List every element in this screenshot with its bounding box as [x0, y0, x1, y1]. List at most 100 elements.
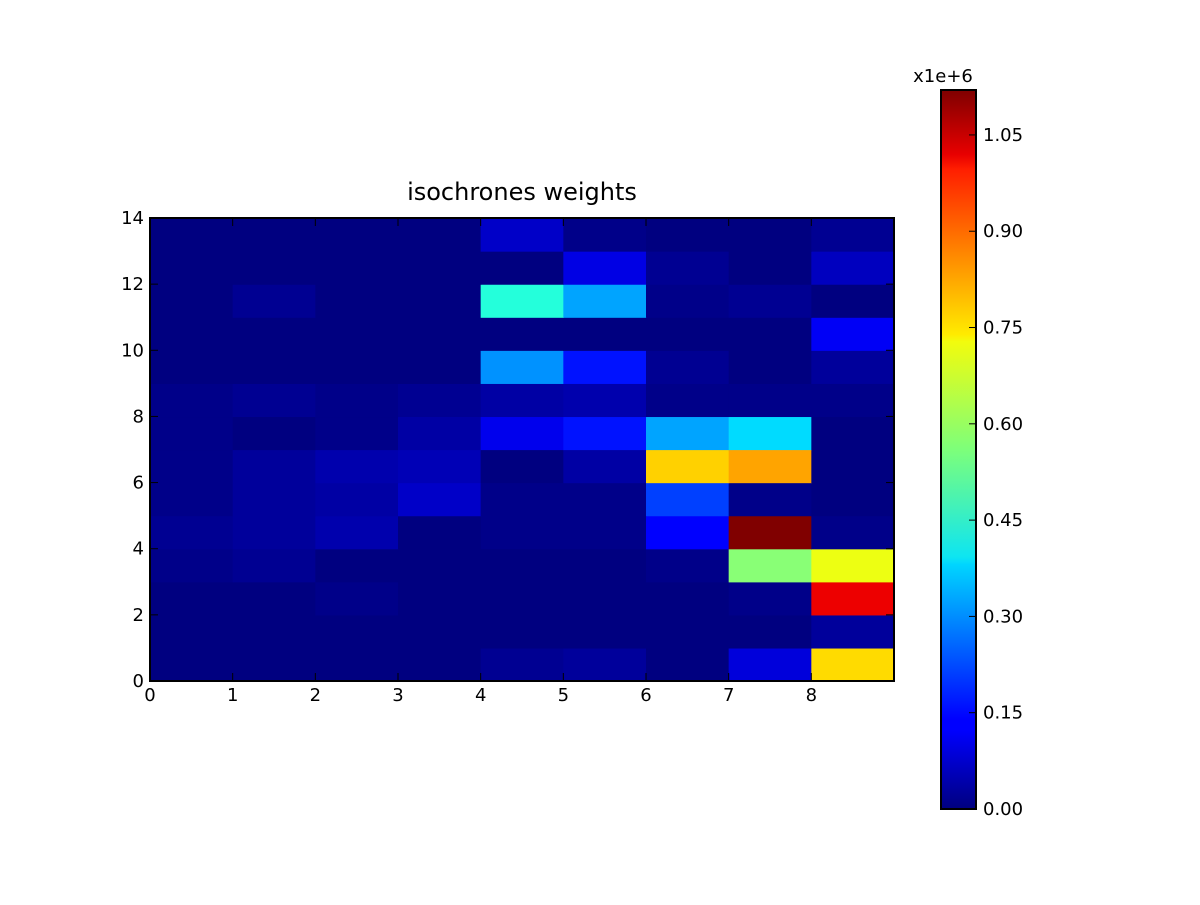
x-tick-label: 8 [806, 685, 817, 706]
heatmap-cell [728, 647, 812, 682]
y-tick-label: 4 [133, 539, 144, 560]
heatmap-cell [315, 548, 399, 583]
heatmap-cell [150, 317, 234, 351]
heatmap-cell [563, 449, 647, 484]
heatmap-cell [646, 614, 730, 649]
heatmap-cell [232, 218, 316, 252]
heatmap-cell [150, 350, 234, 384]
heatmap-cell [150, 416, 234, 451]
heatmap-cell [150, 614, 234, 649]
heatmap-cell [811, 350, 895, 384]
y-tick-label: 12 [121, 274, 144, 295]
heatmap-cell [150, 218, 234, 252]
y-axis: 0 2 4 6 8 10 12 14 [121, 208, 894, 692]
heatmap-cell [315, 647, 399, 682]
heatmap-cell [811, 614, 895, 649]
heatmap-cell [232, 317, 316, 351]
heatmap-cell [646, 284, 730, 318]
heatmap-cell [646, 251, 730, 285]
heatmap-cell [646, 548, 730, 583]
heatmap-cell [811, 416, 895, 451]
heatmap-cell [232, 350, 316, 384]
heatmap-cell [811, 482, 895, 517]
x-tick-label: 6 [640, 685, 651, 706]
heatmap-cell [315, 482, 399, 517]
colorbar-tick-label: 0.30 [983, 606, 1023, 627]
y-tick-label: 6 [133, 473, 144, 494]
colorbar-multiplier: x1e+6 [913, 66, 973, 87]
heatmap-cell [150, 581, 234, 616]
colorbar-tick-label: 0.60 [983, 414, 1023, 435]
y-tick-label: 2 [133, 605, 144, 626]
heatmap-cell [728, 416, 812, 451]
heatmap-cell [811, 383, 895, 418]
y-tick-label: 14 [121, 208, 144, 229]
heatmap-cell [150, 284, 234, 318]
heatmap-cell [646, 515, 730, 550]
heatmap-cell [398, 251, 482, 285]
heatmap-cell [398, 416, 482, 451]
heatmap-cell [563, 647, 647, 682]
heatmap-cell [728, 251, 812, 285]
heatmap-cell [563, 350, 647, 384]
heatmap-cell [398, 515, 482, 550]
heatmap-cell [398, 581, 482, 616]
heatmap-cell [232, 581, 316, 616]
heatmap-cell [315, 581, 399, 616]
colorbar-tick-label: 0.15 [983, 703, 1023, 724]
heatmap-cell [150, 251, 234, 285]
heatmap-cell [646, 218, 730, 252]
heatmap-cell [398, 218, 482, 252]
heatmap-cell [646, 647, 730, 682]
heatmap-cell [150, 449, 234, 484]
heatmap-cell [480, 218, 564, 252]
heatmap-cell [811, 515, 895, 550]
colorbar-axis: 0.00 0.15 0.30 0.45 0.60 0.75 0.90 1.05 [969, 125, 1023, 820]
heatmap-cell [563, 218, 647, 252]
heatmap-cell [480, 350, 564, 384]
colorbar-tick-label: 0.00 [983, 799, 1023, 820]
heatmap-cell [398, 317, 482, 351]
heatmap-cell [315, 383, 399, 418]
heatmap-cell [315, 515, 399, 550]
heatmap-cell [811, 449, 895, 484]
colorbar-tick-label: 1.05 [983, 125, 1023, 146]
heatmap-cell [232, 251, 316, 285]
heatmap-cell [315, 284, 399, 318]
heatmap-cell [811, 317, 895, 351]
heatmap-cell [315, 614, 399, 649]
heatmap-cell [728, 581, 812, 616]
heatmap-cell [398, 284, 482, 318]
heatmap-cell [232, 614, 316, 649]
heatmap-cell [563, 515, 647, 550]
y-tick-label: 0 [133, 671, 144, 692]
heatmap-cell [728, 515, 812, 550]
heatmap-cell [232, 383, 316, 418]
heatmap-cell [728, 350, 812, 384]
chart-title: isochrones weights [407, 178, 637, 206]
heatmap-cell [315, 416, 399, 451]
y-tick-label: 8 [133, 406, 144, 427]
heatmap-cell [728, 317, 812, 351]
heatmap-cell [315, 317, 399, 351]
heatmap-cell [646, 350, 730, 384]
heatmap-cell [398, 614, 482, 649]
heatmap-cell [480, 416, 564, 451]
heatmap-cell [728, 614, 812, 649]
heatmap-cell [563, 284, 647, 318]
heatmap-cell [646, 482, 730, 517]
heatmap-cell [315, 350, 399, 384]
heatmap-cell [646, 581, 730, 616]
heatmap-cell [646, 416, 730, 451]
heatmap-cell [232, 284, 316, 318]
heatmap-cell [232, 416, 316, 451]
x-tick-label: 1 [227, 685, 238, 706]
heatmap-cell [232, 515, 316, 550]
heatmap-cell [150, 647, 234, 682]
heatmap-cell [728, 548, 812, 583]
heatmap-cell [728, 383, 812, 418]
heatmap-cell [728, 449, 812, 484]
heatmap-cell [398, 647, 482, 682]
heatmap-cell [563, 548, 647, 583]
